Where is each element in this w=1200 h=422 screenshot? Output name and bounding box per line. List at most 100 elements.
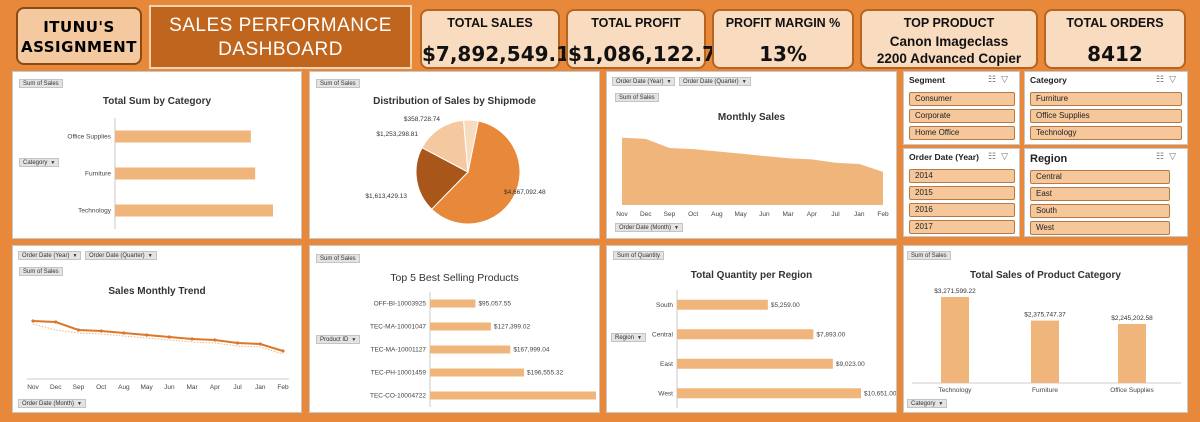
slicer-item[interactable]: Corporate: [909, 109, 1015, 123]
sum-of-sales-button[interactable]: Sum of Sales: [19, 79, 63, 88]
slicer-item[interactable]: 2015: [909, 186, 1015, 200]
sum-of-sales-button[interactable]: Sum of Sales: [615, 93, 659, 102]
region-slicer: Region ☷▽ Central East South West: [1024, 148, 1188, 237]
order-date-month-button[interactable]: Order Date (Month) ▼: [18, 399, 86, 408]
order-date-year-button[interactable]: Order Date (Year) ▼: [612, 77, 676, 86]
category-bar-chart: Office Supplies Furniture Technology: [67, 118, 273, 229]
pie-slice: [421, 119, 469, 173]
order-date-quarter-button[interactable]: Order Date (Quarter) ▼: [85, 251, 157, 260]
tick-label: Aug: [711, 211, 723, 218]
slicer-item[interactable]: Office Supplies: [1030, 109, 1182, 123]
tick-label: Oct: [96, 384, 106, 391]
tick-label: Jun: [164, 384, 175, 391]
product-id-filter-button[interactable]: Product ID ▼: [316, 335, 361, 344]
data-point: [258, 342, 262, 346]
data-point: [235, 341, 240, 345]
chart-title: Monthly Sales: [717, 112, 786, 123]
category-filter-button[interactable]: Category ▼: [19, 158, 60, 167]
data-label: $127,399.02: [494, 324, 531, 331]
top5-bar-chart: OFF-BI-10003925 $95,057.55 TEC-MA-10001047…: [370, 292, 596, 407]
kpi-total-orders: TOTAL ORDERS 8412: [1044, 9, 1186, 69]
product-category-column-chart: $3,271,599.22 Technology $2,375,747.37 Furn…: [912, 288, 1181, 394]
tick-label: May: [734, 211, 747, 218]
chart-title: Top 5 Best Selling Products: [390, 272, 519, 284]
tick-label: Apr: [210, 384, 221, 391]
order-date-year-button[interactable]: Order Date (Year) ▼: [18, 251, 82, 260]
slicer-item[interactable]: Home Office: [909, 126, 1015, 140]
tick-label: Jul: [831, 211, 840, 218]
slicer-controls-icon[interactable]: ☷▽: [1156, 151, 1181, 161]
chart-title: Sales Monthly Trend: [108, 286, 206, 297]
tick-label: Office Supplies: [67, 134, 111, 141]
region-filter-button[interactable]: Region ▼: [611, 333, 646, 342]
slicer-item[interactable]: 2014: [909, 169, 1015, 183]
slicer-item[interactable]: East: [1030, 187, 1170, 201]
kpi-total-profit: TOTAL PROFIT $1,086,122.77: [566, 9, 730, 69]
tick-label: South: [656, 302, 673, 309]
tick-label: TEC-MA-10001047: [370, 324, 426, 331]
sum-of-sales-button[interactable]: Sum of Sales: [316, 254, 360, 263]
kpi-total-sales: TOTAL SALES $7,892,549.17: [420, 9, 584, 69]
slicer-controls-icon[interactable]: ☷▽: [1156, 74, 1181, 84]
tick-label: Jan: [255, 384, 266, 391]
panel-shipmode: Sum of Sales Distribution of Sales by Sh…: [309, 71, 600, 239]
bar: [115, 167, 256, 180]
sum-of-sales-button[interactable]: Sum of Sales: [907, 251, 951, 260]
slice-label: $4,667,092.48: [504, 189, 546, 196]
kpi-value: 8412: [1087, 42, 1143, 66]
tick-label: Aug: [118, 384, 130, 391]
tick-label: OFF-BI-10003925: [374, 301, 427, 308]
order-date-quarter-button[interactable]: Order Date (Quarter) ▼: [679, 77, 751, 86]
order-year-slicer: Order Date (Year) ☷▽ 2014 2015 2016 2017: [903, 148, 1020, 237]
panel-top5: Sum of Sales Top 5 Best Selling Products…: [309, 245, 600, 413]
data-label: $196,555.32: [527, 370, 564, 377]
slicer-item[interactable]: Furniture: [1030, 92, 1182, 106]
category-filter-button[interactable]: Category ▼: [907, 399, 948, 408]
slicer-item[interactable]: Technology: [1030, 126, 1182, 140]
tick-label: Apr: [807, 211, 818, 218]
chart-title: Total Sales of Product Category: [970, 270, 1121, 281]
tick-label: Feb: [877, 211, 889, 218]
tick-label: Nov: [616, 211, 628, 218]
tick-label: Mar: [186, 384, 198, 391]
tick-label: Jul: [233, 384, 242, 391]
data-point: [54, 320, 58, 324]
data-point: [31, 319, 35, 323]
slicer-item[interactable]: West: [1030, 221, 1170, 235]
sum-of-sales-button[interactable]: Sum of Sales: [316, 79, 360, 88]
slicer-item[interactable]: 2017: [909, 220, 1015, 234]
slicer-item[interactable]: 2016: [909, 203, 1015, 217]
data-point: [213, 338, 217, 342]
data-label: $10,651.00: [864, 390, 897, 397]
chart-title: Total Sum by Category: [102, 96, 212, 107]
tick-label: TEC-PH-10001459: [371, 370, 427, 377]
slicer-title: Order Date (Year): [909, 152, 979, 162]
tick-label: Technology: [939, 387, 973, 394]
tick-label: Oct: [688, 211, 698, 218]
tick-label: Dec: [640, 211, 652, 218]
bar: [430, 322, 491, 331]
line-series: [32, 320, 284, 352]
slice-label: $1,613,429.13: [365, 193, 407, 200]
kpi-label: TOTAL PROFIT: [591, 16, 681, 30]
dashboard-title: SALES PERFORMANCE DASHBOARD: [149, 5, 412, 69]
data-label: $5,259.00: [771, 302, 800, 309]
tick-label: East: [660, 361, 673, 368]
slicer-controls-icon[interactable]: ☷▽: [988, 151, 1013, 161]
order-date-month-button[interactable]: Order Date (Month) ▼: [615, 223, 683, 232]
slicer-controls-icon[interactable]: ☷▽: [988, 74, 1013, 84]
bar: [677, 329, 814, 340]
slicer-item[interactable]: Consumer: [909, 92, 1015, 106]
sum-of-quantity-button[interactable]: Sum of Quantity: [613, 251, 665, 260]
tick-label: Office Supplies: [1110, 387, 1154, 394]
monthly-area-chart: Nov Dec Sep Oct Aug May Jun Mar Apr Jul Jan Feb: [616, 137, 889, 218]
chart-title: Total Quantity per Region: [690, 270, 813, 281]
sum-of-sales-button[interactable]: Sum of Sales: [19, 267, 63, 276]
slicer-item[interactable]: Central: [1030, 170, 1170, 184]
tick-label: Dec: [50, 384, 62, 391]
slicer-item[interactable]: South: [1030, 204, 1170, 218]
data-label: $9,023.00: [836, 361, 865, 368]
data-label: $3,271,599.22: [934, 288, 976, 295]
bar: [1031, 320, 1059, 383]
data-point: [145, 333, 149, 337]
